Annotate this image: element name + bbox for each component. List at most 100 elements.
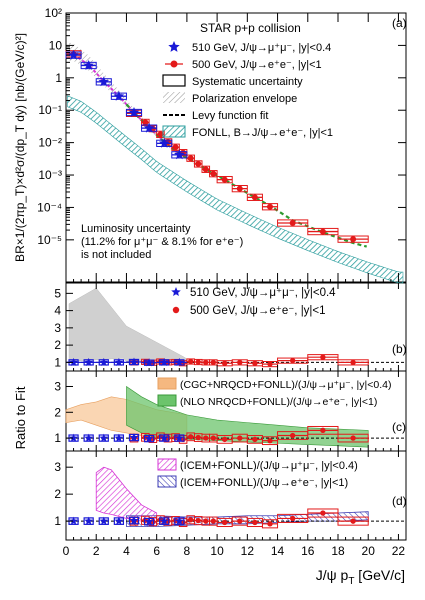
c-mumu-point [144,434,154,443]
panel-d-frame [65,450,407,541]
b-mumu-point [84,357,93,366]
x-tick-label: 18 [331,544,345,558]
d-icem-mumu-band [95,466,158,523]
a-ytick-label: 10⁻¹ [38,103,62,117]
a-mumu-point [83,60,94,70]
d-ee-point [267,521,273,527]
d-ytick-label: 2 [54,487,61,501]
d-panel-label: (d) [392,494,407,508]
x-tick-label: 4 [123,544,130,558]
a-ee-point [251,194,258,201]
ratio-axis-label: Ratio to Fit [13,386,28,449]
x-tick-label: 14 [271,544,285,558]
a-ee-point [187,155,194,162]
b-legend-star-icon [171,287,181,296]
c-mumu-point [69,433,78,442]
d-ee-point [320,510,326,516]
a-mumu-point [174,149,185,160]
x-tick-label: 22 [392,544,406,558]
b-ee-point [350,359,356,366]
a-ytick-label: 10⁻⁵ [37,233,62,247]
x-tick-label: 0 [63,544,70,558]
d-mumu-point [69,516,78,525]
b-mumu-point [99,357,109,366]
a-ytick-label: 10⁻² [38,136,62,150]
a-ytick-label: 10⁻³ [38,168,62,182]
c-legend-entry: (NLO NRQCD+FONLL)/(J/ψ→e⁺e⁻, |y|<1) [180,396,377,408]
c-ee-point [187,434,194,440]
b-ee-point [252,360,258,366]
c-ee-point [237,435,243,441]
a-ee-point [267,203,273,210]
a-ylabel: BR×1/(2πp_T)×d²σ/(dp_T dy) [nb/(GeV/c)²] [13,33,27,262]
b-ee-point [187,358,194,365]
a-mumu-point [159,137,170,148]
a-ee-point [157,131,164,138]
a-ee-point [289,220,296,227]
a-ee-point [236,185,243,192]
d-ytick-label: 3 [54,460,61,474]
x-tick-label: 16 [301,544,315,558]
a-ee-point [210,170,217,177]
c-ee-point [252,436,258,443]
b-ytick-label: 4 [54,304,61,318]
c-ee-point [289,432,296,439]
x-tick-label: 10 [210,544,224,558]
d-mumu-point [159,516,169,525]
c-ytick-label: 2 [54,405,61,419]
a-luminosity-note: is not included [81,249,151,261]
b-ee-point [195,359,201,365]
a-luminosity-note: (11.2% for μ⁺μ⁻ & 8.1% for e⁺e⁻) [81,236,243,248]
d-ee-point [187,517,194,523]
legend-hatch-icon [163,92,185,103]
b-ytick-label: 2 [54,338,61,352]
b-mumu-point [144,358,154,367]
polarization-envelope-band [69,42,203,169]
a-ytick-label: 10⁻⁴ [37,200,62,214]
d-mumu-point [84,516,93,525]
b-mumu-point [69,357,78,366]
a-mumu-point [143,122,155,133]
b-mumu-point [175,357,184,366]
d-ee-point [350,518,356,524]
a-ee-point [221,176,228,183]
a-ee-point [319,228,326,235]
d-ee-point [195,517,201,524]
a-ee-point [202,166,209,173]
a-ee-point [142,119,149,126]
d-ee-point [221,519,228,526]
b-ytick-label: 3 [54,321,61,335]
c-legend-band-icon [157,377,177,390]
a-ee-point [172,144,179,151]
d-ee-point [237,518,243,524]
c-mumu-point [159,433,169,442]
a-ee-point [195,160,202,167]
b-polarization-band [68,287,188,362]
b-legend-circle-icon [172,306,180,314]
a-legend-entry: 500 GeV, J/ψ→e⁺e⁻, |y|<1 [192,59,322,71]
x-tick-label: 20 [362,544,376,558]
c-ytick-label: 1 [54,431,61,445]
fonll-band [67,95,404,284]
x-tick-label: 2 [93,544,100,558]
d-mumu-point [175,516,184,525]
d-ytick-label: 1 [54,514,61,528]
d-legend-entry: (ICEM+FONLL)/(J/ψ→μ⁺μ⁻, |y|<0.4) [180,460,358,472]
d-mumu-point [114,516,124,525]
x-axis-label: J/ψ pT [GeV/c] [316,567,405,587]
a-legend-entry: Systematic uncertainty [192,76,303,88]
a-legend-entry: FONLL, B→J/ψ→e⁺e⁻, |y|<1 [192,127,333,139]
c-mumu-point [84,433,93,442]
d-ee-point [203,518,209,524]
c-ee-point [221,436,228,443]
c-mumu-point [99,433,109,442]
b-ee-point [267,361,273,367]
a-panel-label: (a) [392,16,407,30]
c-legend-band-icon [157,394,177,407]
c-ee-point [350,435,356,441]
a-legend-entry: 510 GeV, J/ψ→μ⁺μ⁻, |y|<0.4 [192,42,331,54]
a-mumu-point [98,76,109,87]
c-ee-point [203,435,209,441]
a-ytick-label: 10 [49,38,63,52]
